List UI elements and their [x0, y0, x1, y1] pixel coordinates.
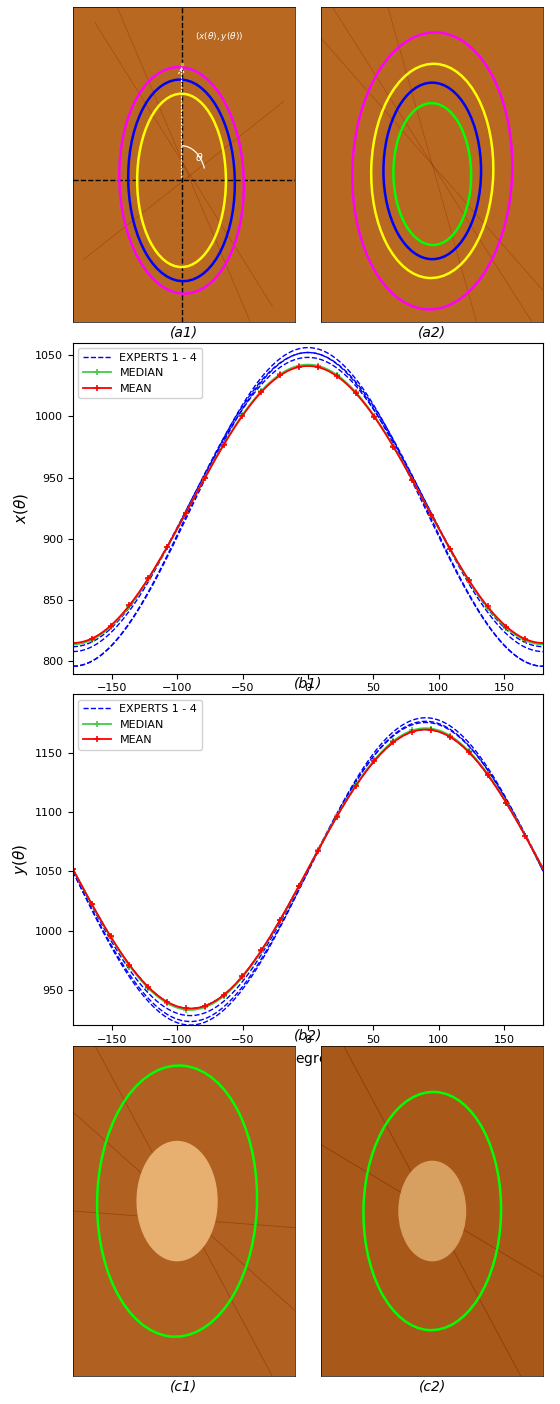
- Circle shape: [399, 1161, 465, 1261]
- MEAN: [297, 876, 304, 893]
- Text: $(x(\theta), y(\theta))$: $(x(\theta), y(\theta))$: [195, 29, 244, 42]
- EXPERTS 1 - 4: [293, 345, 300, 362]
- MEDIAN: [69, 636, 76, 653]
- EXPERTS 1 - 4: [456, 559, 463, 576]
- MEAN: [296, 358, 302, 375]
- MEAN: [293, 359, 300, 376]
- MEDIAN: [540, 861, 547, 878]
- MEDIAN: [187, 1001, 194, 1018]
- MEAN: [69, 861, 76, 878]
- Legend: EXPERTS 1 - 4, MEDIAN, MEAN: EXPERTS 1 - 4, MEDIAN, MEAN: [78, 348, 202, 399]
- MEAN: [540, 861, 547, 878]
- EXPERTS 1 - 4: [351, 371, 357, 388]
- MEAN: [351, 382, 357, 399]
- MEAN: [457, 736, 464, 753]
- Text: (a1): (a1): [170, 326, 198, 340]
- MEDIAN: [69, 861, 76, 878]
- Line: MEDIAN: MEDIAN: [69, 724, 547, 1014]
- MEAN: [187, 1000, 194, 1016]
- EXPERTS 1 - 4: [457, 730, 464, 747]
- MEDIAN: [297, 876, 304, 893]
- MEDIAN: [294, 880, 301, 897]
- EXPERTS 1 - 4: [530, 842, 537, 859]
- MEDIAN: [529, 635, 536, 651]
- EXPERTS 1 - 4: [351, 776, 357, 793]
- MEAN: [351, 781, 357, 797]
- EXPERTS 1 - 4: [297, 876, 304, 893]
- MEDIAN: [325, 823, 332, 840]
- Circle shape: [137, 1141, 217, 1261]
- MEAN: [294, 880, 301, 897]
- MEDIAN: [351, 382, 357, 399]
- EXPERTS 1 - 4: [187, 1007, 194, 1024]
- MEDIAN: [293, 358, 300, 375]
- X-axis label: $\theta$ (degrees): $\theta$ (degrees): [268, 1050, 348, 1068]
- Line: EXPERTS 1 - 4: EXPERTS 1 - 4: [73, 352, 543, 651]
- Legend: EXPERTS 1 - 4, MEDIAN, MEAN: EXPERTS 1 - 4, MEDIAN, MEAN: [78, 699, 202, 750]
- MEDIAN: [325, 361, 332, 378]
- Line: MEDIAN: MEDIAN: [69, 361, 547, 647]
- EXPERTS 1 - 4: [325, 821, 332, 838]
- MEDIAN: [540, 636, 547, 653]
- Text: (a2): (a2): [418, 326, 446, 340]
- MEAN: [325, 362, 332, 379]
- MEDIAN: [457, 734, 464, 751]
- EXPERTS 1 - 4: [69, 861, 76, 878]
- MEAN: [456, 556, 463, 573]
- EXPERTS 1 - 4: [304, 344, 311, 361]
- Line: MEAN: MEAN: [69, 726, 547, 1012]
- Y-axis label: $y(\theta)$: $y(\theta)$: [11, 844, 30, 875]
- MEDIAN: [296, 357, 302, 373]
- MEAN: [540, 635, 547, 651]
- MEDIAN: [351, 779, 357, 796]
- Text: (b1): (b1): [294, 677, 322, 691]
- MEAN: [304, 358, 311, 375]
- Text: (c2): (c2): [419, 1380, 446, 1394]
- Text: $\theta$: $\theta$: [195, 152, 203, 163]
- MEAN: [325, 823, 332, 840]
- MEDIAN: [422, 720, 429, 737]
- MEDIAN: [456, 557, 463, 574]
- Line: EXPERTS 1 - 4: EXPERTS 1 - 4: [73, 723, 543, 1015]
- EXPERTS 1 - 4: [529, 642, 536, 658]
- EXPERTS 1 - 4: [296, 345, 302, 362]
- Line: MEAN: MEAN: [69, 362, 547, 646]
- MEAN: [529, 633, 536, 650]
- Text: (c1): (c1): [170, 1380, 197, 1394]
- Text: (b2): (b2): [294, 1028, 322, 1042]
- Y-axis label: $x(\theta)$: $x(\theta)$: [12, 493, 30, 524]
- EXPERTS 1 - 4: [325, 350, 332, 366]
- MEDIAN: [530, 842, 537, 859]
- MEAN: [69, 635, 76, 651]
- MEDIAN: [304, 357, 311, 373]
- EXPERTS 1 - 4: [69, 643, 76, 660]
- EXPERTS 1 - 4: [422, 715, 429, 731]
- X-axis label: $\theta$ (degrees): $\theta$ (degrees): [268, 699, 348, 717]
- EXPERTS 1 - 4: [540, 643, 547, 660]
- EXPERTS 1 - 4: [540, 861, 547, 878]
- EXPERTS 1 - 4: [294, 882, 301, 899]
- MEAN: [530, 844, 537, 861]
- MEAN: [422, 722, 429, 739]
